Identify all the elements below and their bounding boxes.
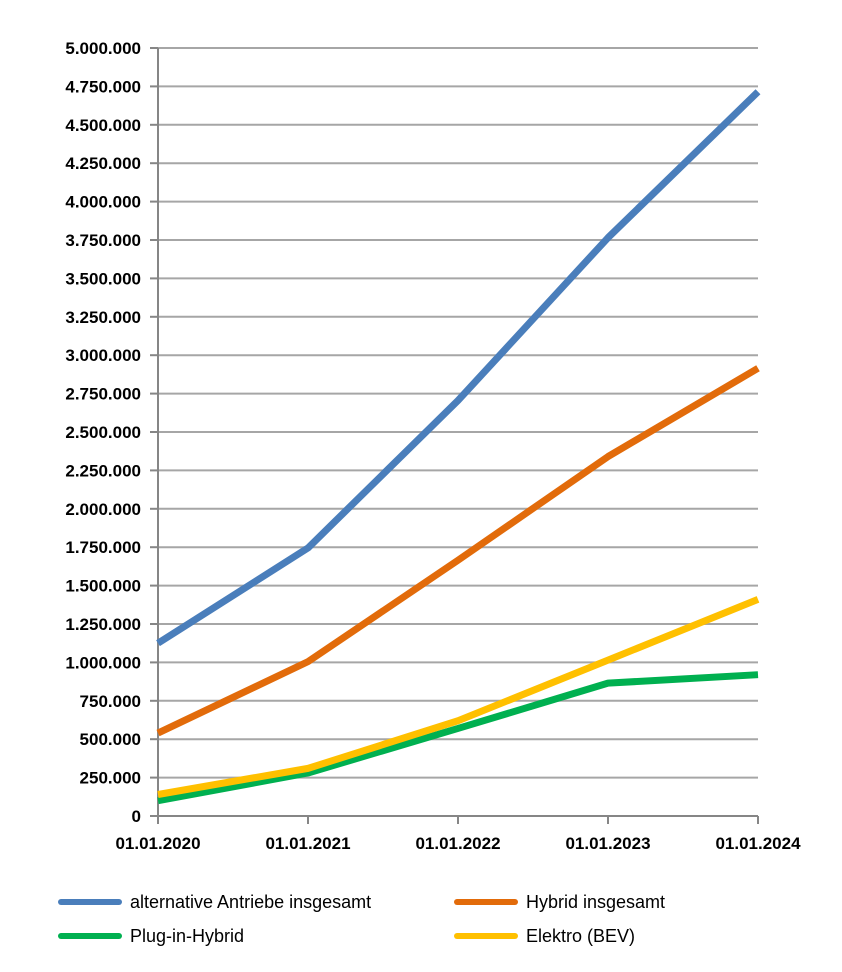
y-tick-label: 1.750.000 (65, 538, 141, 557)
legend: alternative Antriebe insgesamt Hybrid in… (0, 885, 842, 965)
legend-swatch-alternative-antriebe (58, 899, 122, 905)
y-tick-label: 3.500.000 (65, 269, 141, 288)
legend-label-hybrid: Hybrid insgesamt (526, 891, 666, 912)
y-tick-label: 3.750.000 (65, 231, 141, 250)
series-lines (156, 89, 761, 805)
line-chart: 0 250.000 500.000 750.000 1.000.000 1.250.000… (65, 39, 801, 853)
y-tick-label: 1.500.000 (65, 577, 141, 596)
y-tick-label: 4.500.000 (65, 116, 141, 135)
y-tick-label: 1.250.000 (65, 615, 141, 634)
legend-swatch-hybrid (454, 899, 518, 905)
series-line-0 (156, 89, 761, 647)
x-tick-label: 01.01.2023 (565, 834, 650, 853)
legend-item-hybrid: Hybrid insgesamt (454, 885, 665, 919)
x-tick-label: 01.01.2021 (265, 834, 350, 853)
y-tick-label: 2.750.000 (65, 385, 141, 404)
y-tick-label: 250.000 (80, 769, 141, 788)
y-tick-label: 4.250.000 (65, 154, 141, 173)
y-tick-label: 3.250.000 (65, 308, 141, 327)
legend-swatch-plug-in-hybrid (58, 933, 122, 939)
series-line-3 (157, 596, 760, 798)
y-axis-ticks: 0 250.000 500.000 750.000 1.000.000 1.250.000… (65, 39, 158, 826)
legend-item-plug-in-hybrid: Plug-in-Hybrid (58, 919, 244, 953)
x-axis-ticks: 01.01.2020 01.01.2021 01.01.2022 01.01.2023… (115, 816, 801, 853)
x-tick-label: 01.01.2020 (115, 834, 200, 853)
gridlines (158, 47, 758, 779)
legend-item-alternative-antriebe: alternative Antriebe insgesamt (58, 885, 371, 919)
y-tick-label: 0 (132, 807, 141, 826)
y-tick-label: 2.500.000 (65, 423, 141, 442)
legend-swatch-elektro-bev (454, 933, 518, 939)
y-tick-label: 1.000.000 (65, 653, 141, 672)
legend-label-alternative-antriebe: alternative Antriebe insgesamt (130, 891, 372, 912)
x-tick-label: 01.01.2022 (415, 834, 500, 853)
y-tick-label: 500.000 (80, 730, 141, 749)
y-tick-label: 4.750.000 (65, 77, 141, 96)
y-tick-label: 5.000.000 (65, 39, 141, 58)
x-tick-label: 01.01.2024 (715, 834, 801, 853)
y-tick-label: 3.000.000 (65, 346, 141, 365)
y-tick-label: 4.000.000 (65, 193, 141, 212)
series-line-1 (156, 365, 760, 737)
legend-item-elektro-bev: Elektro (BEV) (454, 919, 635, 953)
y-tick-label: 750.000 (80, 692, 141, 711)
y-tick-label: 2.250.000 (65, 461, 141, 480)
legend-label-plug-in-hybrid: Plug-in-Hybrid (130, 925, 245, 946)
series-line-2 (157, 671, 759, 805)
y-tick-label: 2.000.000 (65, 500, 141, 519)
legend-label-elektro-bev: Elektro (BEV) (526, 925, 636, 946)
